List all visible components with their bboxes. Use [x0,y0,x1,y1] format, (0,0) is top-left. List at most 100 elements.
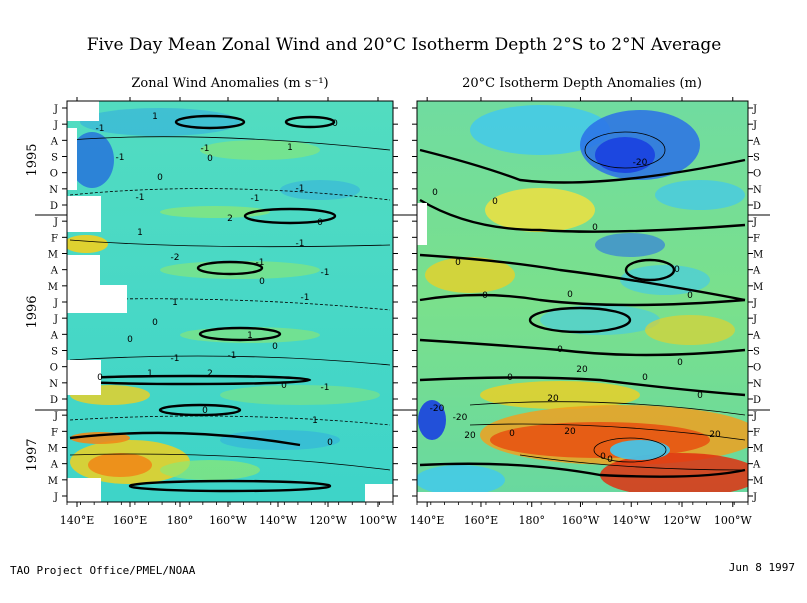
depth-zero-contour [419,148,746,184]
month-label: A [752,330,761,341]
x-tick-label: 160°W [562,514,600,527]
month-label: F [753,427,760,438]
month-label: A [752,136,761,147]
contour-label: -1 [301,293,310,303]
wind-zero-contour [158,403,242,417]
month-label: M [753,476,763,487]
contour-label: -1 [321,268,330,278]
wind-zero-contour [196,260,264,276]
wind-zero-contour [174,114,246,130]
month-label: M [753,282,763,293]
month-label: J [53,120,58,131]
x-tick-label: 160°W [209,514,247,527]
depth-anomaly-shallow [595,137,655,173]
month-label: M [48,476,58,487]
depth-zero-contour [419,198,746,233]
depth-contour-line [469,401,746,416]
depth-anomaly-shallow [610,440,670,460]
month-label: A [752,460,761,471]
depth-contour-line [593,437,667,463]
x-tick-label: 100°W [714,514,752,527]
contour-label: -1 [116,153,125,163]
contour-label: -1 [256,258,265,268]
wind-anomaly-westerly [160,460,260,480]
month-label: J [53,217,58,228]
missing-data [67,285,127,313]
contour-label: 1 [172,298,178,308]
contour-label: 1 [287,143,293,153]
depth-anomaly-deep [480,381,640,409]
wind-contour-line [69,415,391,426]
contour-label: 0 [207,154,213,164]
contour-label: 0 [492,197,498,207]
missing-data [417,492,748,502]
contour-label: 0 [332,119,338,129]
contour-label: 20 [564,427,576,437]
month-label: N [49,379,58,390]
contour-label: -2 [171,253,180,263]
contour-label: 0 [432,188,438,198]
footer-date: Jun 8 1997 [729,561,795,574]
contour-label: 0 [677,358,683,368]
wind-anomaly-westerly [160,261,320,279]
month-label: J [752,492,757,503]
missing-data [67,360,101,395]
missing-data [67,478,101,502]
wind-anomaly-easterly [70,132,114,188]
wind-field [67,101,393,502]
month-label: A [50,136,59,147]
wind-contour-line [69,355,391,366]
wind-zero-contour [198,326,282,342]
right-panel-title: 20°C Isotherm Depth Anomalies (m) [462,76,702,91]
contour-label: 0 [152,318,158,328]
missing-data [67,128,77,190]
depth-anomaly-deep [485,188,595,232]
month-label: N [753,379,762,390]
x-tick-label: 120°W [309,514,347,527]
month-label: S [753,153,760,164]
contour-label: -1 [296,184,305,194]
missing-data [417,203,427,245]
contour-label: 1 [137,228,143,238]
x-tick-label: 160°E [113,514,148,527]
depth-anomaly-shallow [417,465,505,495]
contour-label: 2 [207,369,213,379]
contour-label: -1 [321,383,330,393]
month-label: S [51,153,58,164]
depth-anomaly-deep [425,257,515,293]
contour-label: -1 [251,194,260,204]
contour-label: 1 [312,416,318,426]
wind-anomaly-easterly [220,430,340,450]
contour-label: 0 [600,452,606,462]
missing-data [67,255,100,285]
wind-anomaly-easterly [280,180,360,200]
month-label: S [753,347,760,358]
month-label: O [753,363,761,374]
contour-label: 0 [272,342,278,352]
depth-zero-contour [624,258,676,282]
contour-label: 0 [557,345,563,355]
depth-anomaly-deep [645,315,735,345]
wind-anomaly-strong-westerly [88,453,152,477]
month-label: D [753,201,761,212]
contour-label: 0 [697,391,703,401]
depth-anomaly-strong-deep [600,453,748,497]
depth-zero-contour [528,306,632,334]
contour-label: 20 [464,431,476,441]
x-tick-label: 140°W [259,514,297,527]
x-tick-label: 100°W [359,514,397,527]
wind-zero-contour [284,115,336,129]
contour-label: -1 [96,124,105,134]
month-label: J [752,298,757,309]
depth-zero-contour [419,253,746,302]
depth-anomaly-shallow [470,105,610,155]
depth-anomaly-shallow [620,265,710,295]
depth-anomaly-shallow [595,233,665,257]
month-label: J [752,411,757,422]
depth-anomaly-shallow [655,180,745,210]
